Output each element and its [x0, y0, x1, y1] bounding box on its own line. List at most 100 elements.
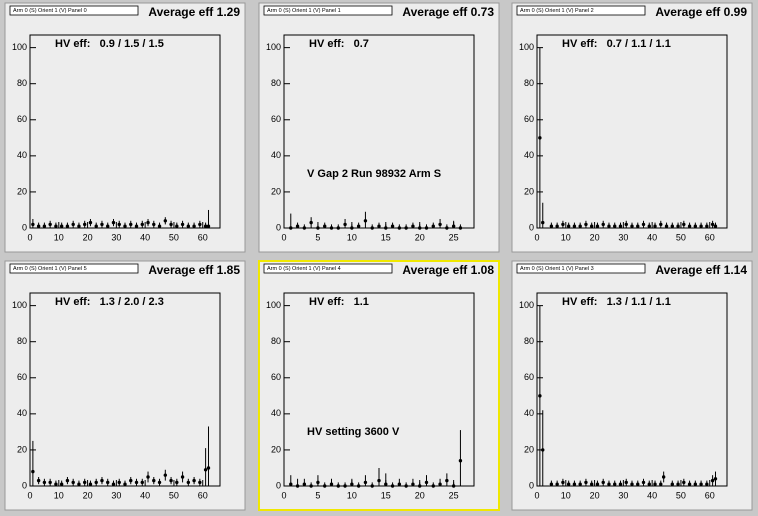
y-tick-label: 80	[271, 336, 281, 346]
marker	[699, 482, 703, 486]
data-point	[572, 222, 577, 228]
data-point	[198, 478, 202, 486]
data-point	[418, 224, 422, 230]
x-tick-label: 50	[169, 232, 179, 242]
x-tick-label: 10	[561, 490, 571, 500]
data-point	[431, 482, 435, 488]
stat-label: Average eff 1.14	[655, 263, 747, 277]
data-point	[676, 222, 680, 228]
data-point	[705, 480, 709, 486]
data-point	[549, 480, 554, 486]
marker	[705, 482, 709, 486]
marker	[589, 224, 594, 228]
y-tick-label: 0	[22, 222, 27, 232]
data-point	[607, 480, 611, 486]
marker	[595, 224, 600, 228]
marker	[157, 224, 162, 228]
marker	[670, 224, 675, 228]
x-tick-label: 30	[618, 490, 628, 500]
marker	[705, 224, 709, 228]
data-point	[641, 220, 646, 228]
data-point	[54, 222, 58, 228]
x-tick-label: 60	[198, 490, 208, 500]
data-point	[561, 478, 565, 486]
data-point	[377, 222, 381, 228]
x-tick-label: 15	[381, 232, 391, 242]
marker	[48, 222, 52, 227]
marker	[289, 482, 293, 486]
marker	[323, 484, 327, 488]
y-tick-label: 0	[529, 222, 534, 232]
marker	[424, 226, 429, 230]
data-point	[424, 475, 429, 486]
marker	[350, 482, 354, 486]
y-tick-label: 20	[17, 444, 27, 454]
note: V Gap 2 Run 98932 Arm S	[307, 168, 441, 180]
data-point	[42, 478, 47, 486]
marker	[117, 222, 121, 227]
marker	[42, 224, 47, 228]
y-tick-label: 60	[271, 114, 281, 124]
marker	[192, 478, 196, 483]
marker	[198, 480, 202, 485]
stat-label: Average eff 1.29	[148, 5, 240, 19]
data-point	[601, 220, 605, 228]
y-tick-label: 80	[17, 336, 27, 346]
x-tick-label: 40	[647, 232, 657, 242]
data-point	[289, 475, 293, 486]
x-tick-label: 30	[111, 232, 121, 242]
y-tick-label: 40	[17, 150, 27, 160]
marker	[198, 222, 202, 227]
data-point	[111, 480, 116, 486]
data-point	[370, 224, 374, 230]
y-tick-label: 80	[17, 78, 27, 88]
marker	[595, 482, 600, 486]
x-tick-label: 20	[83, 490, 93, 500]
y-tick-label: 100	[12, 42, 27, 52]
data-point	[88, 480, 93, 486]
data-point	[549, 222, 554, 228]
marker	[607, 224, 611, 228]
marker	[438, 482, 442, 486]
marker	[566, 482, 571, 486]
marker	[350, 226, 354, 230]
data-point	[152, 220, 156, 228]
x-tick-label: 10	[561, 232, 571, 242]
data-point	[641, 478, 646, 486]
data-point	[356, 222, 361, 228]
data-point	[555, 480, 559, 486]
data-point	[538, 47, 542, 228]
marker	[134, 480, 139, 485]
marker	[555, 482, 559, 486]
data-point	[584, 478, 588, 486]
title-box	[263, 5, 393, 16]
marker	[31, 469, 35, 474]
marker	[370, 226, 374, 230]
marker	[129, 222, 133, 227]
data-point	[659, 480, 663, 486]
marker	[54, 224, 58, 228]
marker	[607, 482, 611, 486]
data-point	[578, 222, 582, 228]
marker	[710, 222, 715, 227]
data-point	[458, 430, 463, 486]
data-point	[687, 480, 692, 486]
y-tick-label: 100	[266, 300, 281, 310]
plot-frame	[283, 292, 475, 487]
x-tick-label: 40	[647, 490, 657, 500]
x-tick-label: 50	[676, 232, 686, 242]
pad: Arm 0 (S) Orient 1 (V) Panel 4 Average ef…	[258, 260, 500, 511]
marker	[384, 482, 388, 486]
data-point	[705, 222, 709, 228]
data-point	[129, 476, 133, 485]
marker	[670, 482, 675, 486]
marker	[377, 224, 381, 228]
x-tick-label: 20	[415, 490, 425, 500]
marker	[601, 222, 605, 227]
x-tick-label: 0	[281, 232, 286, 242]
data-point	[566, 480, 571, 486]
data-point	[647, 480, 651, 486]
data-point	[578, 480, 582, 486]
marker	[445, 478, 449, 483]
data-point	[175, 222, 179, 228]
